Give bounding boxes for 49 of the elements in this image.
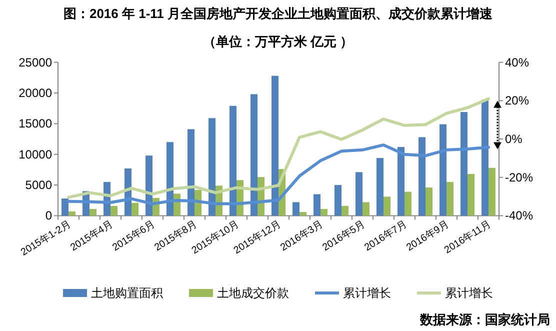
bar xyxy=(468,174,474,216)
bar xyxy=(90,208,96,216)
bar xyxy=(230,106,236,216)
y2-tick-label: 40% xyxy=(505,55,530,70)
bar xyxy=(376,158,384,216)
bar xyxy=(320,208,328,216)
bar xyxy=(356,172,362,216)
bar xyxy=(292,202,300,216)
bar xyxy=(460,112,468,216)
bar xyxy=(362,202,370,216)
legend-label: 累计增长 xyxy=(445,286,493,300)
y-tick-label: 15000 xyxy=(18,116,52,131)
y-tick-label: 10000 xyxy=(18,147,52,162)
bar xyxy=(250,94,258,216)
y-tick-label: 25000 xyxy=(18,55,52,70)
bar xyxy=(440,124,446,216)
y2-tick-label: 0% xyxy=(505,132,523,146)
legend-label: 土地购置面积 xyxy=(91,286,163,300)
chart-subtitle: （单位：万平方米 亿元 ） xyxy=(202,34,354,49)
chart-title: 图：2016 年 1-11 月全国房地产开发企业土地购置面积、成交价款累计增速 xyxy=(63,6,494,21)
bar xyxy=(404,192,412,216)
bar xyxy=(68,211,76,216)
bar xyxy=(482,100,488,216)
bar xyxy=(166,142,174,216)
bar xyxy=(132,202,138,216)
bar xyxy=(418,137,426,216)
y2-tick-label: -20% xyxy=(505,170,534,184)
bar xyxy=(62,198,68,216)
bar xyxy=(342,206,348,216)
y-tick-label: 20000 xyxy=(18,86,52,100)
legend-label: 土地成交价款 xyxy=(217,286,289,300)
bar xyxy=(398,146,404,216)
bar xyxy=(488,168,496,216)
bar xyxy=(300,212,306,216)
bar xyxy=(272,76,278,216)
bar xyxy=(110,206,118,216)
bar xyxy=(314,194,320,216)
bar xyxy=(446,182,454,216)
bar xyxy=(426,187,432,216)
bar xyxy=(334,185,342,216)
y2-tick-label: -40% xyxy=(505,208,534,223)
source-note: 数据来源：国家统计局 xyxy=(419,312,550,327)
y-tick-label: 5000 xyxy=(25,178,52,192)
y-tick-label: 0 xyxy=(45,208,52,223)
legend-label: 累计增长 xyxy=(343,286,391,300)
y2-tick-label: 20% xyxy=(505,94,530,108)
bar xyxy=(384,196,390,216)
bar xyxy=(208,118,216,216)
bar xyxy=(188,129,194,216)
